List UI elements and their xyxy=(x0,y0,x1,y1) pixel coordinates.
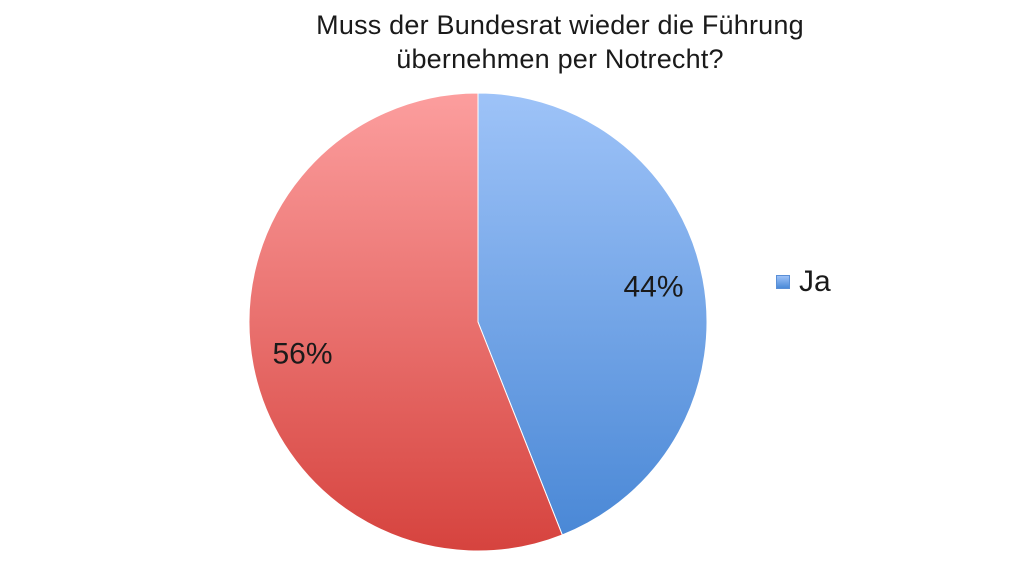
pie-slices xyxy=(248,92,708,552)
legend-label-ja: Ja xyxy=(799,265,831,298)
legend-swatch-ja xyxy=(776,275,790,289)
chart-title: Muss der Bundesrat wieder die Führung üb… xyxy=(200,8,920,76)
pie-slice-labels: 44% 56% xyxy=(272,270,683,370)
chart-legend: Ja xyxy=(776,262,831,302)
pie-slice-56pct xyxy=(248,92,563,552)
pie-slice-label: 44% xyxy=(623,270,683,303)
pie-slice-44pct xyxy=(477,92,708,536)
chart-title-line-1: Muss der Bundesrat wieder die Führung xyxy=(316,10,804,40)
chart-title-line-2: übernehmen per Notrecht? xyxy=(396,44,724,74)
pie-slice-label: 56% xyxy=(272,337,332,370)
